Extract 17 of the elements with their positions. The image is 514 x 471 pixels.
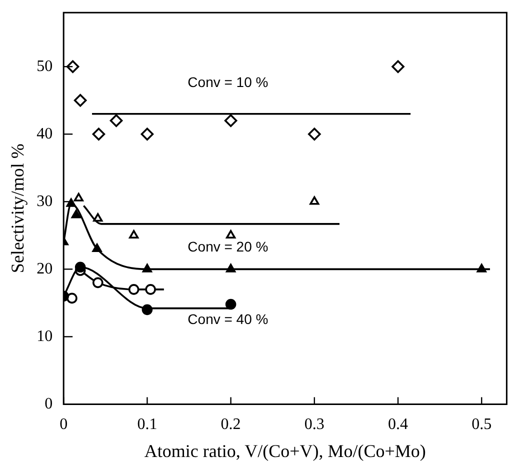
x-tick-label: 0 — [60, 416, 68, 434]
y-tick-label: 0 — [44, 395, 53, 412]
y-tick-label: 40 — [36, 125, 53, 142]
x-tick-label: 0.5 — [472, 416, 492, 434]
y-tick-label: 20 — [36, 260, 53, 278]
annotation: Conv = 40 % — [188, 310, 268, 327]
annotation: Conv = 10 % — [188, 74, 268, 90]
annotation: Conv = 20 % — [188, 238, 268, 254]
x-tick-label: 0.3 — [304, 416, 324, 434]
y-axis-title: Selectivity/mol % — [8, 144, 28, 274]
x-tick-label: 0.2 — [220, 416, 241, 434]
y-tick-label: 50 — [36, 58, 53, 75]
x-tick-label: 0.4 — [388, 416, 408, 434]
x-tick-label: 0.1 — [137, 416, 158, 434]
y-tick-label: 10 — [36, 328, 53, 345]
y-tick-label: 30 — [36, 192, 53, 210]
x-axis-title: Atomic ratio, V/(Co+V), Mo/(Co+Mo) — [144, 440, 426, 461]
